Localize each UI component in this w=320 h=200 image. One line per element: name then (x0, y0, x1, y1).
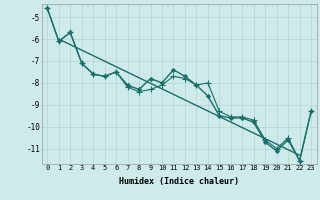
X-axis label: Humidex (Indice chaleur): Humidex (Indice chaleur) (119, 177, 239, 186)
